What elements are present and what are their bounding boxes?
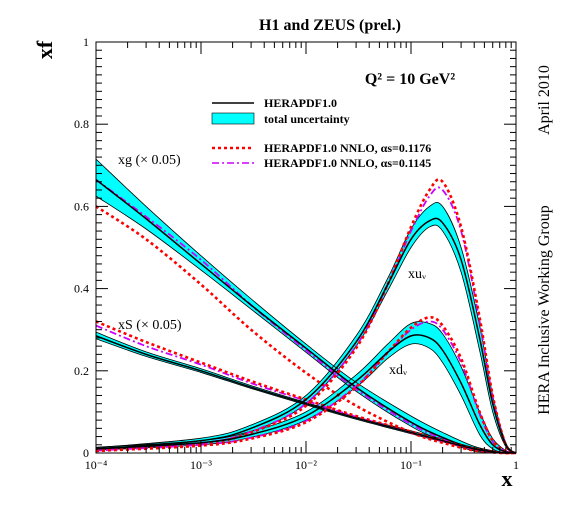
curves-layer	[95, 158, 517, 455]
right-label-bottom: HERA Inclusive Working Group	[536, 205, 553, 415]
axis-ticks-layer	[95, 41, 517, 454]
curve-label-xuv: xuᵥ	[408, 267, 427, 282]
legend-central-label: HERAPDF1.0	[264, 96, 337, 110]
xg-nnlo-0.1176-line	[95, 205, 517, 455]
y-tick-label: 0	[83, 446, 89, 460]
y-tick-label: 0.8	[74, 117, 89, 131]
x-tick-label: 1	[513, 458, 519, 472]
legend-nnlo1145-label: HERAPDF1.0 NNLO, αs=0.1145	[264, 156, 431, 170]
x-tick-label: 10⁻⁴	[85, 458, 108, 472]
x-axis-label: x	[502, 466, 513, 491]
y-tick-label: 1	[83, 35, 89, 49]
xg-nnlo-0.1145-line	[95, 178, 517, 454]
curve-label-xS: xS (× 0.05)	[118, 318, 182, 333]
x-tick-label: 10⁻³	[190, 458, 212, 472]
y-tick-label: 0.4	[74, 282, 89, 296]
scale-label: Q² = 10 GeV²	[365, 71, 455, 88]
xS-central-line	[95, 335, 517, 454]
xS-nnlo-0.1176-line	[95, 320, 517, 455]
legend-band-label: total uncertainty	[264, 112, 350, 126]
xdv-central-line	[95, 334, 517, 454]
uncertainty-bands-layer	[96, 159, 516, 454]
y-tick-label: 0.6	[74, 199, 89, 213]
curve-label-xdv: xdᵥ	[389, 363, 408, 378]
xdv-nnlo-0.1145-line	[95, 320, 517, 454]
x-tick-label: 10⁻²	[295, 458, 317, 472]
xdv-uncertainty-band	[96, 321, 516, 454]
x-tick-label: 10⁻¹	[400, 458, 422, 472]
xuv-uncertainty-band	[96, 202, 516, 453]
y-axis-label: xf	[32, 40, 57, 59]
xg-band-upper-edge	[95, 158, 517, 454]
xg-band-lower-edge	[95, 195, 517, 454]
chart-title: H1 and ZEUS (prel.)	[259, 17, 401, 34]
right-label-top: April 2010	[536, 65, 553, 135]
xdv-nnlo-0.1176-line	[95, 316, 517, 455]
y-tick-label: 0.2	[74, 364, 89, 378]
legend-band-swatch	[211, 112, 255, 125]
legend-nnlo1176-label: HERAPDF1.0 NNLO, αs=0.1176	[264, 141, 431, 155]
xuv-nnlo-0.1176-line	[95, 178, 517, 455]
xdv-band-upper-edge	[95, 321, 517, 454]
legend: HERAPDF1.0 total uncertainty HERAPDF1.0 …	[211, 96, 431, 170]
tick-labels-layer: 10⁻⁴ 10⁻³ 10⁻² 10⁻¹ 1 0 0.2 0.4 0.6 0.8 1	[74, 35, 519, 472]
curve-label-xg: xg (× 0.05)	[118, 153, 181, 168]
xuv-central-line	[95, 217, 517, 454]
